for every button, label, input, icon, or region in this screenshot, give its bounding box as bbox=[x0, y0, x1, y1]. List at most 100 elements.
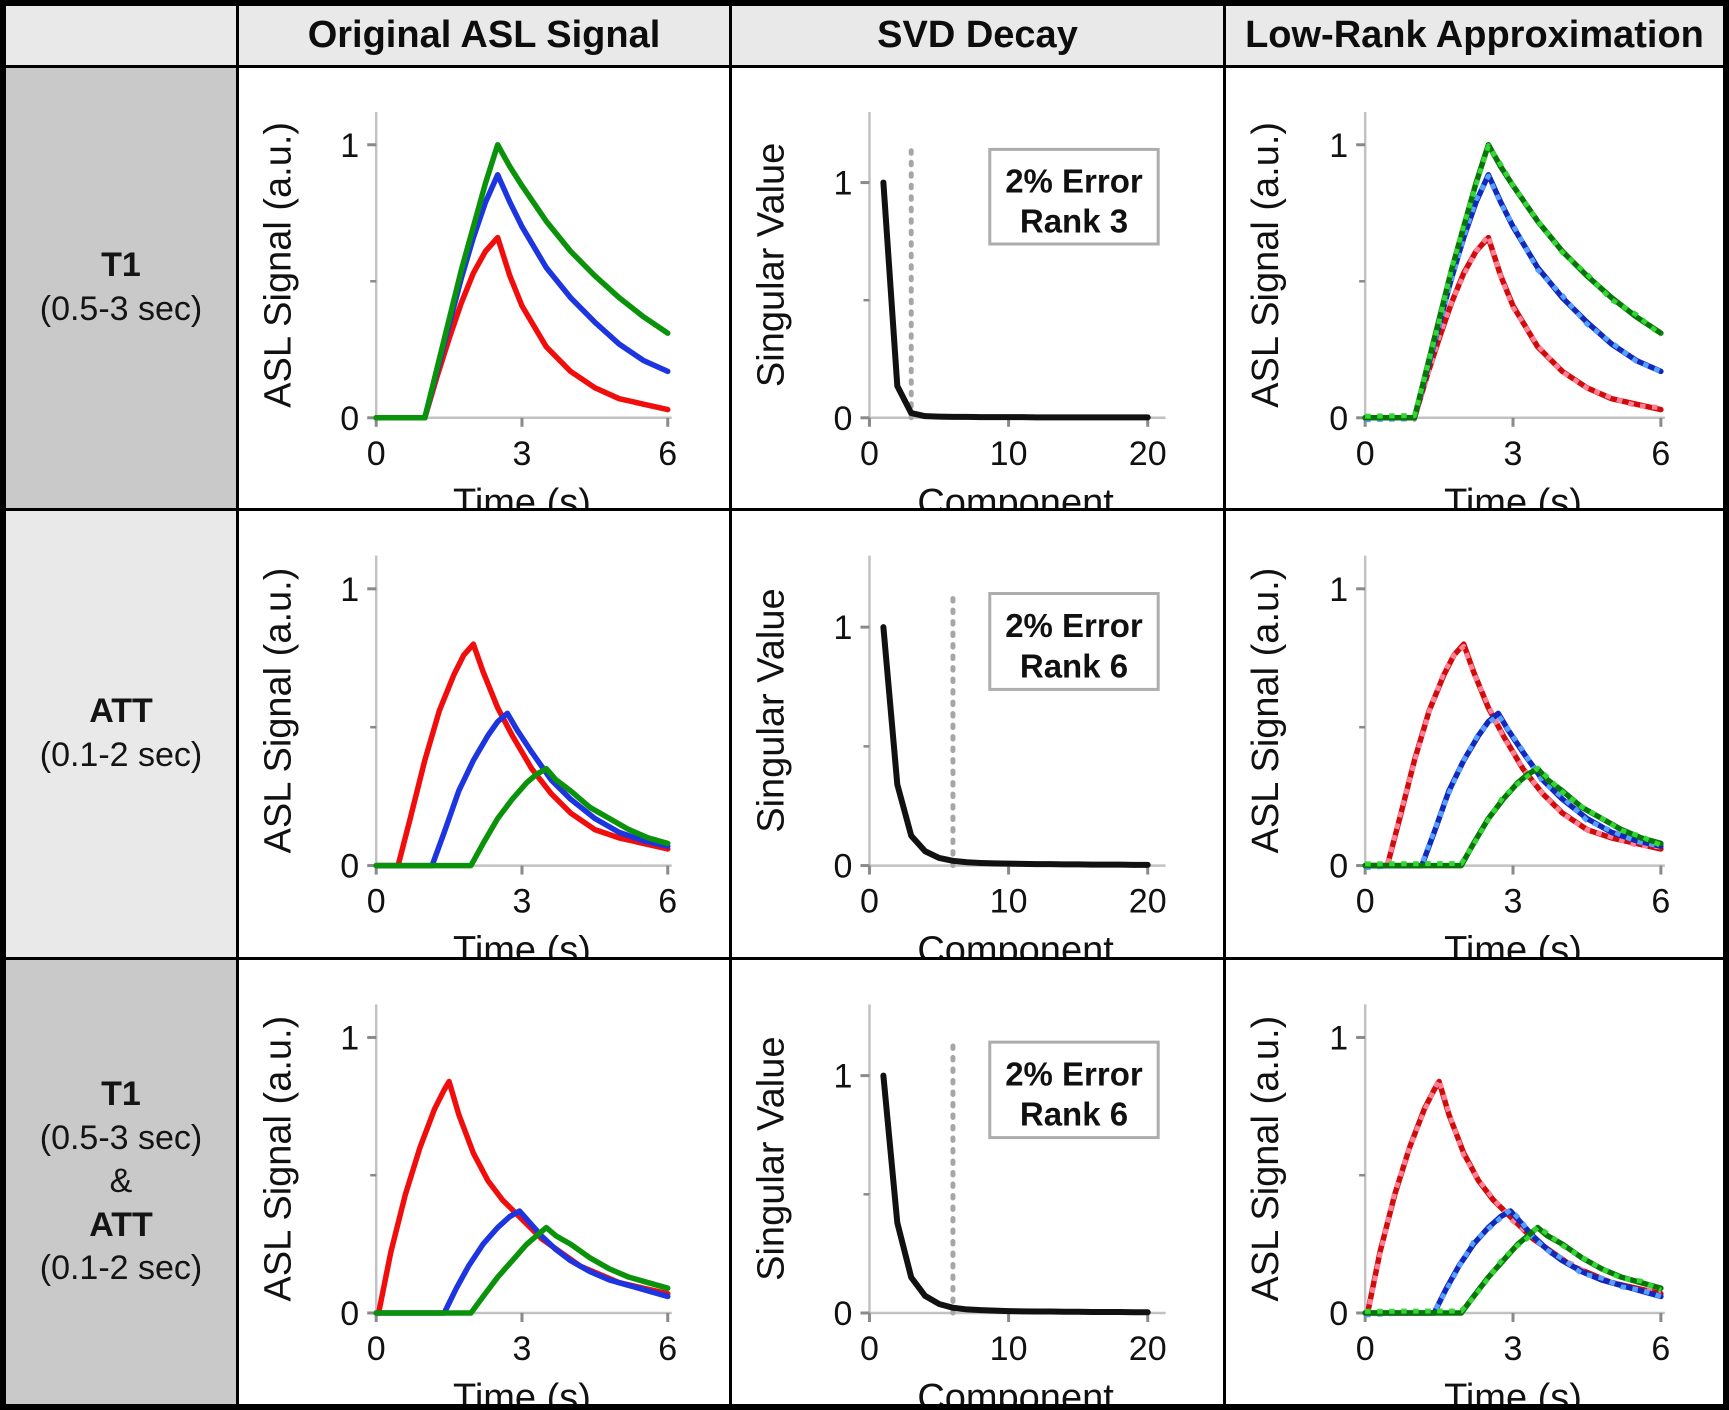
svg-text:0: 0 bbox=[1356, 435, 1375, 473]
row-label-line: ATT bbox=[89, 1205, 153, 1244]
svg-text:1: 1 bbox=[834, 1058, 853, 1096]
svg-text:0: 0 bbox=[834, 400, 853, 438]
svg-text:6: 6 bbox=[1651, 1330, 1670, 1368]
svg-text:0: 0 bbox=[860, 1330, 879, 1368]
plot-t1-att-original-asl: 0 3 6 0 1 Time (s) ASL Signal (a.u.) bbox=[239, 960, 729, 1404]
plot-svg-r1-lowrank: 0 3 6 0 1 Time (s) ASL Signal (a.u.) bbox=[1245, 112, 1670, 508]
row-label-line: T1 bbox=[101, 246, 141, 285]
svg-text:2% Error: 2% Error bbox=[1005, 607, 1143, 644]
svg-text:0: 0 bbox=[1329, 848, 1348, 886]
svg-text:10: 10 bbox=[990, 1330, 1028, 1368]
plot-t1-low-rank-approx: 0 3 6 0 1 Time (s) ASL Signal (a.u.) bbox=[1226, 68, 1723, 508]
svg-text:3: 3 bbox=[1504, 1330, 1523, 1368]
svg-text:6: 6 bbox=[658, 435, 677, 473]
svg-text:1: 1 bbox=[1329, 127, 1348, 165]
svg-text:0: 0 bbox=[834, 1295, 853, 1333]
svg-text:0: 0 bbox=[367, 883, 386, 921]
svg-text:Time (s): Time (s) bbox=[453, 482, 591, 508]
svg-text:ASL Signal (a.u.): ASL Signal (a.u.) bbox=[1245, 1016, 1287, 1302]
svg-text:10: 10 bbox=[990, 883, 1028, 921]
svg-text:20: 20 bbox=[1129, 435, 1167, 473]
svg-text:3: 3 bbox=[1504, 435, 1523, 473]
plot-t1-att-low-rank-approx: 0 3 6 0 1 Time (s) ASL Signal (a.u.) bbox=[1226, 960, 1723, 1404]
row-label-t1-and-att: T1 (0.5-3 sec) & ATT (0.1-2 sec) bbox=[6, 960, 236, 1404]
svg-text:1: 1 bbox=[834, 609, 853, 647]
plot-att-svd-decay: 0 10 20 0 1 Component Singular Value 2% Error Ra… bbox=[732, 511, 1223, 957]
svg-text:Singular Value: Singular Value bbox=[751, 588, 793, 832]
svg-text:2% Error: 2% Error bbox=[1005, 163, 1143, 200]
svg-text:1: 1 bbox=[1329, 571, 1348, 609]
plot-svg-r1-original: 0 3 6 0 1 Time (s) ASL Signal (a.u.) bbox=[257, 112, 677, 508]
svg-text:1: 1 bbox=[834, 165, 853, 203]
row-label-line: ATT bbox=[89, 692, 153, 731]
svg-text:1: 1 bbox=[1329, 1019, 1348, 1057]
svg-text:Component: Component bbox=[917, 930, 1114, 957]
header-original-asl-signal: Original ASL Signal bbox=[239, 6, 729, 65]
plot-t1-original-asl: 0 3 6 0 1 Time (s) ASL Signal (a.u.) bbox=[239, 68, 729, 508]
svg-text:Time (s): Time (s) bbox=[453, 930, 591, 957]
svg-text:Time (s): Time (s) bbox=[1444, 482, 1582, 508]
svg-text:ASL Signal (a.u.): ASL Signal (a.u.) bbox=[257, 122, 299, 408]
svg-text:0: 0 bbox=[340, 400, 359, 438]
row-label-line: (0.1-2 sec) bbox=[39, 736, 203, 774]
row-label-line: (0.5-3 sec) bbox=[39, 1118, 203, 1157]
svg-text:1: 1 bbox=[340, 571, 359, 609]
svg-text:6: 6 bbox=[658, 1330, 677, 1368]
svg-text:Time (s): Time (s) bbox=[1444, 1377, 1582, 1404]
svg-text:0: 0 bbox=[1356, 883, 1375, 921]
svg-text:10: 10 bbox=[990, 435, 1028, 473]
svg-text:ASL Signal (a.u.): ASL Signal (a.u.) bbox=[1245, 568, 1287, 854]
svg-text:3: 3 bbox=[513, 435, 532, 473]
svg-text:0: 0 bbox=[367, 1330, 386, 1368]
svg-text:1: 1 bbox=[340, 1019, 359, 1057]
svg-text:Rank 6: Rank 6 bbox=[1020, 1096, 1128, 1133]
plot-svg-r2-lowrank: 0 3 6 0 1 Time (s) ASL Signal (a.u.) bbox=[1245, 555, 1670, 957]
svg-text:3: 3 bbox=[1504, 883, 1523, 921]
row-label-line: (0.1-2 sec) bbox=[39, 1249, 203, 1288]
plot-svg-r1-svd: 0 10 20 0 1 Component Singular Value 2% ErrorRa… bbox=[751, 112, 1167, 508]
plot-att-low-rank-approx: 0 3 6 0 1 Time (s) ASL Signal (a.u.) bbox=[1226, 511, 1723, 957]
header-corner-cell bbox=[6, 6, 236, 65]
svg-text:ASL Signal (a.u.): ASL Signal (a.u.) bbox=[257, 1016, 299, 1302]
svg-text:0: 0 bbox=[834, 848, 853, 886]
svg-text:0: 0 bbox=[1329, 400, 1348, 438]
plot-att-original-asl: 0 3 6 0 1 Time (s) ASL Signal (a.u.) bbox=[239, 511, 729, 957]
svg-text:1: 1 bbox=[340, 127, 359, 165]
row-label-line: (0.5-3 sec) bbox=[39, 290, 203, 328]
plot-svg-r3-lowrank: 0 3 6 0 1 Time (s) ASL Signal (a.u.) bbox=[1245, 1004, 1670, 1404]
svg-text:20: 20 bbox=[1129, 1330, 1167, 1368]
svg-text:Component: Component bbox=[917, 1377, 1114, 1404]
plot-t1-att-svd-decay: 0 10 20 0 1 Component Singular Value 2% Error Ra… bbox=[732, 960, 1223, 1404]
svg-text:2% Error: 2% Error bbox=[1005, 1056, 1143, 1093]
svg-text:Time (s): Time (s) bbox=[1444, 930, 1582, 957]
svg-text:6: 6 bbox=[1651, 435, 1670, 473]
svg-text:0: 0 bbox=[367, 435, 386, 473]
svg-text:0: 0 bbox=[340, 1295, 359, 1333]
plot-svg-r2-svd: 0 10 20 0 1 Component Singular Value 2% ErrorRa… bbox=[751, 555, 1167, 957]
svg-text:Rank 3: Rank 3 bbox=[1020, 202, 1128, 239]
svg-text:3: 3 bbox=[513, 1330, 532, 1368]
plot-t1-svd-decay: 0 10 20 0 1 Component Singular Value 2% Error Ra… bbox=[732, 68, 1223, 508]
row-label-line: & bbox=[109, 1162, 133, 1201]
plot-svg-r3-original: 0 3 6 0 1 Time (s) ASL Signal (a.u.) bbox=[257, 1004, 677, 1404]
svg-text:ASL Signal (a.u.): ASL Signal (a.u.) bbox=[1245, 122, 1287, 408]
svg-text:Singular Value: Singular Value bbox=[751, 1037, 793, 1281]
row-label-att: ATT (0.1-2 sec) bbox=[6, 511, 236, 957]
svg-text:Time (s): Time (s) bbox=[453, 1377, 591, 1404]
svg-text:ASL Signal (a.u.): ASL Signal (a.u.) bbox=[257, 568, 299, 854]
header-low-rank-approximation: Low-Rank Approximation bbox=[1226, 6, 1723, 65]
svg-text:0: 0 bbox=[340, 848, 359, 886]
svg-text:6: 6 bbox=[658, 883, 677, 921]
svg-text:0: 0 bbox=[860, 435, 879, 473]
svg-text:Component: Component bbox=[917, 482, 1114, 508]
svg-text:Singular Value: Singular Value bbox=[751, 143, 793, 387]
header-svd-decay: SVD Decay bbox=[732, 6, 1223, 65]
svg-text:0: 0 bbox=[1356, 1330, 1375, 1368]
plot-svg-r2-original: 0 3 6 0 1 Time (s) ASL Signal (a.u.) bbox=[257, 555, 677, 957]
plot-svg-r3-svd: 0 10 20 0 1 Component Singular Value 2% ErrorRa… bbox=[751, 1004, 1167, 1404]
svg-text:20: 20 bbox=[1129, 883, 1167, 921]
row-label-line: T1 bbox=[101, 1075, 141, 1114]
row-label-t1: T1 (0.5-3 sec) bbox=[6, 68, 236, 508]
svg-text:3: 3 bbox=[513, 883, 532, 921]
